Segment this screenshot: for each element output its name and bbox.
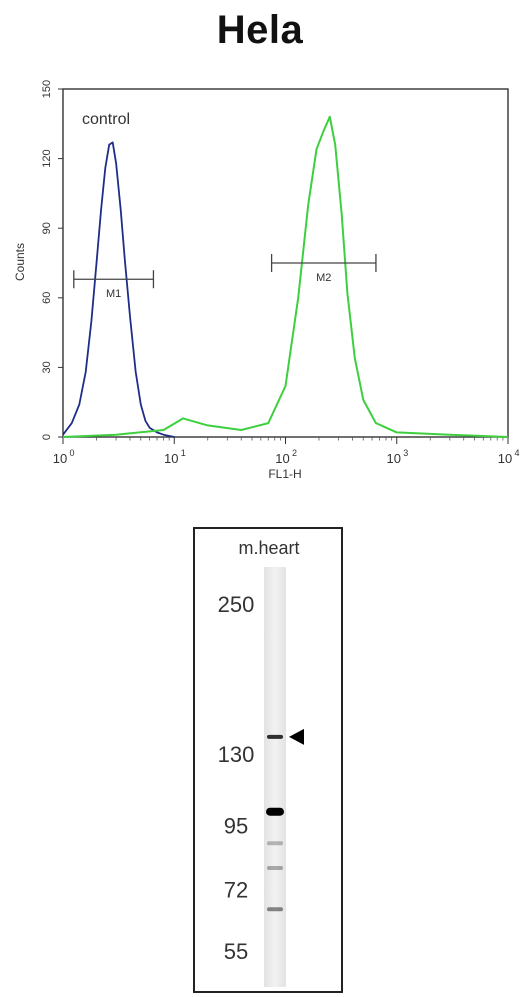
protein-band: [267, 907, 283, 912]
mw-marker-label: 95: [224, 814, 248, 839]
protein-band: [267, 841, 283, 846]
y-tick-label: 120: [41, 149, 53, 167]
protein-band: [267, 866, 283, 871]
blot-lane: [264, 567, 286, 987]
control-annotation: control: [82, 111, 130, 128]
y-axis-label: Counts: [13, 243, 27, 281]
blot-marks: 250 130 95 72 55: [218, 592, 304, 964]
protein-band: [266, 807, 284, 816]
y-tick-label: 0: [41, 434, 53, 440]
gate-label: M2: [316, 272, 331, 284]
x-tick-label: 10: [498, 451, 512, 466]
protein-band: [267, 734, 283, 739]
y-tick-label: 150: [41, 80, 53, 98]
x-tick-exponent: 1: [181, 448, 186, 458]
mw-marker-label: 130: [218, 742, 255, 767]
x-tick-exponent: 4: [514, 448, 519, 458]
x-tick-label: 10: [164, 451, 178, 466]
y-tick-label: 30: [41, 361, 53, 373]
gate-label: M1: [106, 288, 121, 300]
mw-marker-label: 250: [218, 592, 255, 617]
western-blot: m.heart 250 130 95 72 55: [218, 538, 304, 987]
x-tick-exponent: 3: [403, 448, 408, 458]
y-tick-label: 90: [41, 222, 53, 234]
western-blot-panel: m.heart 250 130 95 72 55: [193, 527, 343, 993]
x-tick-label: 10: [53, 451, 67, 466]
mw-marker-label: 72: [224, 877, 248, 902]
lane-label: m.heart: [238, 538, 299, 558]
control-histogram-line: [62, 141, 175, 438]
mw-marker-label: 55: [224, 939, 248, 964]
x-tick-label: 10: [387, 451, 401, 466]
x-axis-label: FL1-H: [268, 467, 301, 481]
figure-title: Hela: [216, 8, 304, 52]
band-arrow-icon: [289, 728, 304, 745]
x-tick-label: 10: [275, 451, 289, 466]
x-tick-exponent: 2: [292, 448, 297, 458]
x-tick-exponent: 0: [69, 448, 74, 458]
y-tick-label: 60: [41, 292, 53, 304]
sample-histogram-line: [62, 115, 509, 438]
